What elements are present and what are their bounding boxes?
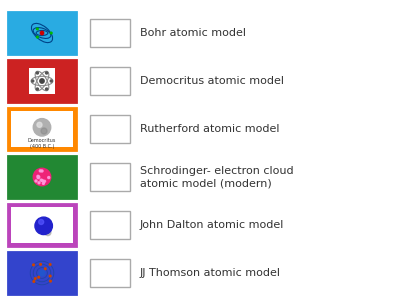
Circle shape xyxy=(32,80,34,82)
Bar xyxy=(8,108,76,150)
Bar xyxy=(90,163,130,191)
Circle shape xyxy=(50,280,51,282)
Circle shape xyxy=(34,278,36,279)
Bar xyxy=(11,111,73,147)
Circle shape xyxy=(36,72,38,74)
Bar xyxy=(30,68,54,94)
Text: Democritus atomic model: Democritus atomic model xyxy=(140,76,284,86)
Text: John Dalton atomic model: John Dalton atomic model xyxy=(140,220,284,230)
Circle shape xyxy=(35,180,37,182)
Bar xyxy=(90,211,130,239)
Circle shape xyxy=(49,275,51,277)
Circle shape xyxy=(37,177,39,179)
Circle shape xyxy=(40,31,44,35)
Bar xyxy=(8,12,76,54)
Circle shape xyxy=(35,217,52,235)
Circle shape xyxy=(33,264,34,266)
Circle shape xyxy=(40,263,42,265)
Circle shape xyxy=(39,270,45,276)
Circle shape xyxy=(37,122,42,127)
Text: Bohr atomic model: Bohr atomic model xyxy=(140,28,246,38)
Circle shape xyxy=(38,182,40,184)
Bar xyxy=(90,67,130,95)
Circle shape xyxy=(49,264,51,266)
Circle shape xyxy=(41,170,43,172)
Bar xyxy=(11,207,73,243)
Circle shape xyxy=(36,36,38,38)
Circle shape xyxy=(48,176,50,178)
Circle shape xyxy=(42,182,44,184)
Circle shape xyxy=(38,176,40,178)
Bar xyxy=(8,252,76,294)
Circle shape xyxy=(44,180,46,182)
Circle shape xyxy=(46,88,48,90)
Circle shape xyxy=(50,80,52,82)
Bar xyxy=(90,19,130,47)
Circle shape xyxy=(46,72,48,74)
Text: Democritus
(400 B.C.): Democritus (400 B.C.) xyxy=(28,138,56,149)
Circle shape xyxy=(37,175,39,177)
Circle shape xyxy=(38,276,40,278)
Circle shape xyxy=(33,168,51,186)
Circle shape xyxy=(41,128,47,134)
Circle shape xyxy=(50,32,52,34)
Bar xyxy=(90,259,130,287)
Bar xyxy=(8,204,76,246)
Circle shape xyxy=(41,179,43,182)
Circle shape xyxy=(39,170,41,172)
Circle shape xyxy=(33,280,35,282)
Text: Schrodinger- electron cloud
atomic model (modern): Schrodinger- electron cloud atomic model… xyxy=(140,166,294,188)
Circle shape xyxy=(44,268,46,270)
Circle shape xyxy=(45,230,51,236)
Bar xyxy=(8,156,76,198)
Circle shape xyxy=(36,28,38,30)
Circle shape xyxy=(40,79,44,83)
Circle shape xyxy=(36,88,38,90)
Bar xyxy=(8,60,76,102)
Circle shape xyxy=(39,220,44,224)
Text: Rutherford atomic model: Rutherford atomic model xyxy=(140,124,280,134)
Circle shape xyxy=(40,179,42,181)
Circle shape xyxy=(33,118,51,136)
Text: JJ Thomson atomic model: JJ Thomson atomic model xyxy=(140,268,281,278)
Bar xyxy=(90,115,130,143)
